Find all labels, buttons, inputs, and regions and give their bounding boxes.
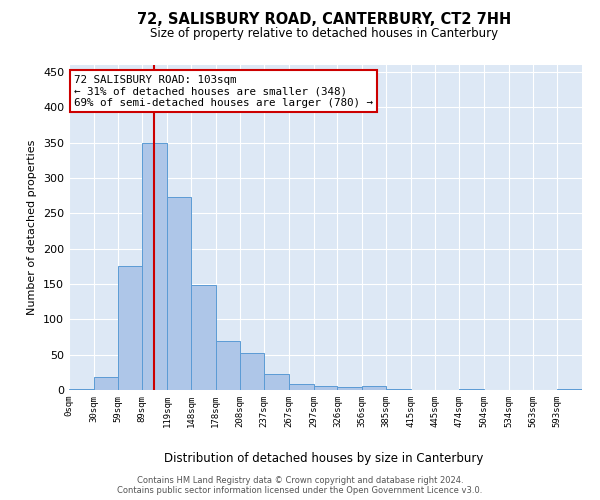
Y-axis label: Number of detached properties: Number of detached properties	[28, 140, 37, 315]
Bar	[167, 197, 191, 390]
Bar	[94, 378, 118, 390]
Bar	[289, 384, 314, 390]
Bar	[191, 286, 215, 390]
Text: Distribution of detached houses by size in Canterbury: Distribution of detached houses by size …	[164, 452, 484, 465]
Bar	[215, 340, 240, 390]
Bar	[314, 386, 337, 390]
Bar	[386, 388, 411, 390]
Bar	[264, 374, 289, 390]
Bar	[557, 388, 582, 390]
Bar	[69, 388, 94, 390]
Bar	[142, 142, 167, 390]
Bar	[460, 388, 484, 390]
Bar	[362, 386, 386, 390]
Text: Size of property relative to detached houses in Canterbury: Size of property relative to detached ho…	[150, 28, 498, 40]
Bar	[240, 352, 264, 390]
Text: 72, SALISBURY ROAD, CANTERBURY, CT2 7HH: 72, SALISBURY ROAD, CANTERBURY, CT2 7HH	[137, 12, 511, 28]
Bar	[337, 387, 362, 390]
Text: Contains HM Land Registry data © Crown copyright and database right 2024.
Contai: Contains HM Land Registry data © Crown c…	[118, 476, 482, 495]
Bar	[118, 266, 142, 390]
Text: 72 SALISBURY ROAD: 103sqm
← 31% of detached houses are smaller (348)
69% of semi: 72 SALISBURY ROAD: 103sqm ← 31% of detac…	[74, 74, 373, 108]
